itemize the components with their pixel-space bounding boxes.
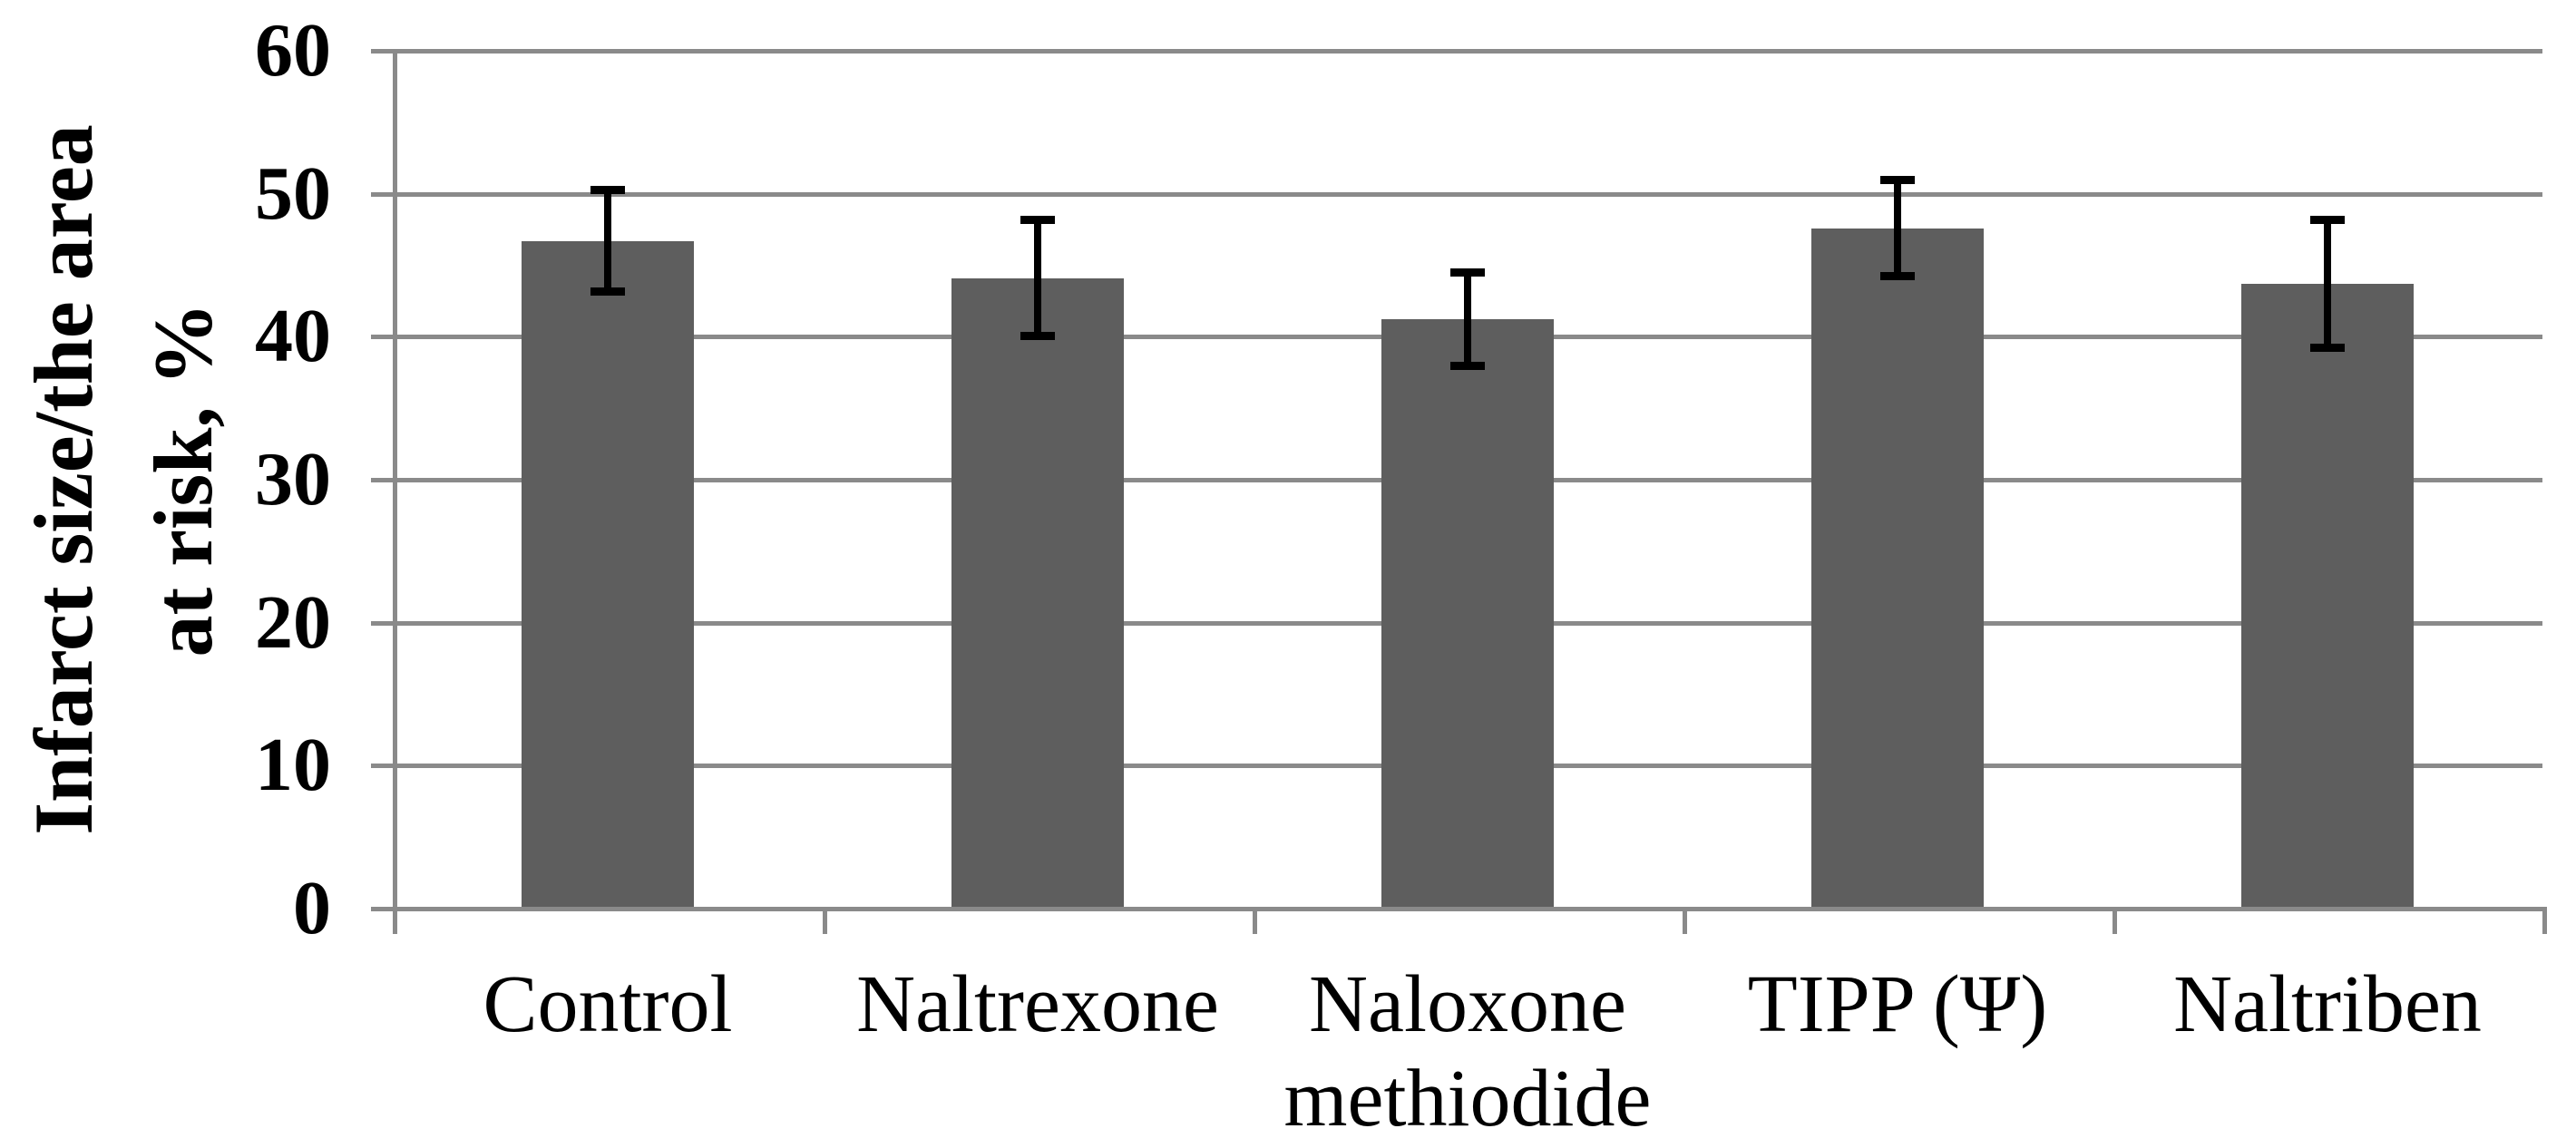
error-bar-stem bbox=[1894, 180, 1901, 277]
x-axis-tick bbox=[823, 909, 827, 934]
x-axis-tick bbox=[1253, 909, 1257, 934]
error-bar-cap-top bbox=[1880, 176, 1915, 184]
bar-naltriben bbox=[2241, 284, 2414, 909]
x-category-label-naltriben: Naltriben bbox=[2173, 959, 2482, 1049]
y-tick-label: 10 bbox=[255, 723, 331, 807]
bar-naltrexone bbox=[951, 278, 1124, 909]
error-bar-cap-top bbox=[1020, 216, 1055, 224]
error-bar-cap-bottom bbox=[1450, 362, 1485, 370]
x-category-label-naltrexone: Naltrexone bbox=[856, 959, 1219, 1049]
x-axis-tick bbox=[393, 909, 397, 934]
bar-tipp bbox=[1811, 229, 1984, 909]
x-axis-line bbox=[371, 907, 2547, 911]
error-bar-stem bbox=[1464, 272, 1471, 366]
x-axis-tick bbox=[2113, 909, 2117, 934]
gridline-60 bbox=[371, 49, 2542, 54]
error-bar-stem bbox=[2324, 219, 2331, 348]
error-bar-cap-bottom bbox=[1020, 332, 1055, 340]
error-bar-stem bbox=[604, 190, 611, 292]
y-tick-label: 30 bbox=[255, 437, 331, 521]
gridline-50 bbox=[371, 192, 2542, 197]
y-tick-label: 20 bbox=[255, 580, 331, 665]
error-bar-cap-bottom bbox=[2310, 344, 2345, 352]
y-tick-label: 60 bbox=[255, 8, 331, 92]
bar-control bbox=[522, 241, 694, 909]
x-category-label-naloxone-methiodide: Naloxone methiodide bbox=[1283, 959, 1652, 1143]
x-category-label-control: Control bbox=[483, 959, 733, 1049]
error-bar-cap-top bbox=[2310, 216, 2345, 224]
error-bar-cap-top bbox=[590, 186, 625, 194]
error-bar-cap-top bbox=[1450, 268, 1485, 277]
error-bar-stem bbox=[1034, 219, 1041, 336]
y-tick-label: 40 bbox=[255, 294, 331, 378]
x-axis-tick bbox=[1683, 909, 1687, 934]
y-tick-label: 50 bbox=[255, 151, 331, 236]
error-bar-cap-bottom bbox=[1880, 272, 1915, 280]
x-category-label-tipp: TIPP (Ψ) bbox=[1747, 959, 2048, 1049]
x-axis-tick bbox=[2542, 909, 2547, 934]
bar-naloxone-methiodide bbox=[1381, 319, 1554, 909]
y-axis-line bbox=[393, 51, 397, 934]
y-tick-label: 0 bbox=[293, 866, 331, 950]
error-bar-cap-bottom bbox=[590, 287, 625, 296]
